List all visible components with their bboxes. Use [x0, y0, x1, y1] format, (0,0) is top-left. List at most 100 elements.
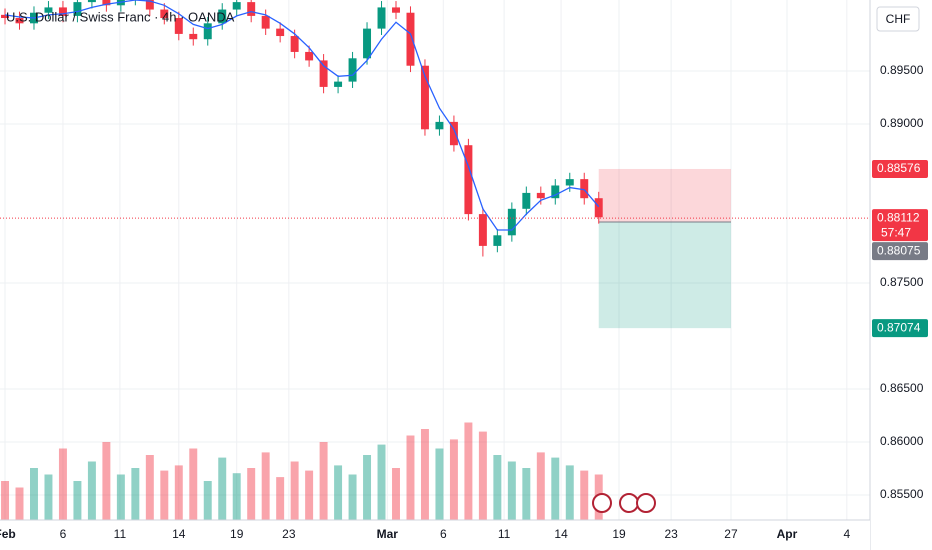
volume-bar: [536, 452, 545, 520]
x-tick-label: 6: [440, 527, 447, 541]
volume-bar: [420, 429, 429, 520]
x-tick-label: 6: [60, 527, 67, 541]
volume-bar: [319, 442, 328, 520]
y-tick-label: 0.87500: [880, 275, 924, 289]
price-axis-bg: [870, 0, 932, 550]
candle-body: [392, 7, 400, 13]
stop-label-bg: [872, 159, 928, 178]
volume-bar: [116, 474, 125, 520]
candle-body: [464, 145, 473, 215]
volume-bar: [551, 457, 560, 520]
volume-bar: [145, 455, 154, 520]
countdown-label: 57:47: [881, 225, 911, 239]
volume-bar: [15, 487, 24, 520]
candle-body: [174, 18, 183, 34]
stop-label: 0.88576: [877, 161, 921, 175]
candle-body: [363, 28, 372, 59]
candle-body: [290, 36, 299, 52]
x-tick-label: 14: [172, 527, 186, 541]
volume-bar: [131, 468, 140, 520]
volume-bar: [334, 465, 343, 520]
candle-body: [305, 51, 314, 61]
candle-body: [594, 198, 603, 218]
candle-body: [145, 0, 154, 10]
volume-bar: [160, 470, 169, 520]
candle-body: [334, 81, 343, 87]
volume-bar: [507, 461, 516, 520]
x-tick-label: 14: [554, 527, 568, 541]
candle-body: [160, 9, 169, 19]
candle-body: [435, 121, 444, 130]
candle-body: [478, 214, 487, 246]
target-label-bg: [872, 319, 928, 338]
candle-body: [319, 60, 328, 87]
volume-bar: [174, 465, 183, 520]
currency[interactable]: CHF: [886, 12, 911, 26]
x-tick-label: Mar: [377, 527, 399, 541]
x-tick-label: Apr: [777, 527, 798, 541]
candle-body: [87, 0, 96, 3]
event-icons[interactable]: [592, 493, 656, 513]
candle-body: [218, 9, 227, 24]
candle-body: [420, 65, 429, 130]
candle-body: [261, 15, 270, 29]
volume-bar: [348, 474, 357, 520]
volume-bar: [73, 481, 82, 520]
candle-body: [102, 0, 111, 6]
stop-zone: [598, 168, 731, 223]
volume-bar: [392, 468, 400, 520]
currency-box[interactable]: [876, 6, 920, 32]
y-tick-label: 0.89000: [880, 116, 924, 130]
candle-body: [580, 179, 589, 199]
candle-body: [551, 185, 560, 199]
x-tick-label: 11: [498, 527, 511, 541]
target-label: 0.87074: [877, 320, 921, 334]
candle-body: [522, 192, 531, 209]
candle-body: [232, 2, 241, 10]
event-icon[interactable]: [636, 493, 656, 513]
volume-bar: [261, 452, 270, 520]
volume-bar: [1, 481, 10, 520]
x-tick-label: 27: [724, 527, 738, 541]
volume-bar: [493, 455, 502, 520]
event-icon[interactable]: [592, 493, 612, 513]
candle-body: [203, 23, 212, 40]
target-zone: [598, 222, 731, 329]
volume-bar: [276, 477, 285, 520]
x-tick-label: 19: [612, 527, 626, 541]
candle-body: [247, 2, 256, 16]
candle-body: [536, 192, 545, 199]
volume-bar: [478, 431, 487, 520]
candle-body: [73, 2, 82, 16]
candle-body: [377, 7, 386, 29]
volume-bar: [247, 468, 256, 520]
volume-bar: [29, 468, 38, 520]
candle-body: [507, 208, 516, 236]
x-tick-label: Feb: [0, 527, 16, 541]
candle-body: [276, 28, 285, 37]
event-icon[interactable]: [619, 493, 639, 513]
volume-bar: [203, 481, 212, 520]
volume-bar: [377, 444, 386, 520]
volume-bar: [189, 448, 198, 520]
volume-bar: [580, 470, 589, 520]
candle-body: [58, 7, 67, 16]
volume-bar: [406, 435, 415, 520]
volume-bar: [232, 473, 241, 520]
candle-body: [565, 179, 574, 186]
current-price-bg: [872, 209, 928, 242]
volume-bar: [435, 448, 444, 520]
candle-body: [1, 14, 10, 19]
y-tick-label: 0.89500: [880, 63, 924, 77]
x-tick-label: 23: [282, 527, 296, 541]
volume-bar: [218, 457, 227, 520]
chart-title: U.S. Dollar / Swiss Franc · 4h · OANDA: [6, 9, 235, 24]
x-tick-label: 23: [664, 527, 678, 541]
moving-average: [4, 0, 600, 231]
volume-bar: [58, 448, 67, 520]
y-tick-label: 0.86500: [880, 381, 924, 395]
candle-body: [449, 121, 458, 146]
